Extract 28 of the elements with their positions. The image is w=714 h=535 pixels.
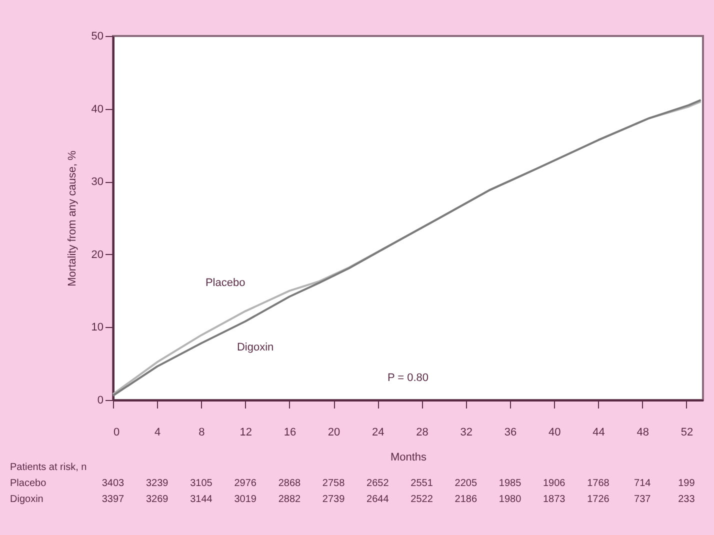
x-tick-label: 44 bbox=[592, 426, 605, 438]
text: Digoxin 3397 3269 3144 3019 2882 2739 2644 2522 2186 1980 1873 1726 737 233 bbox=[10, 494, 695, 505]
y-tick-label: 20 bbox=[91, 248, 104, 261]
x-tick-label: 20 bbox=[328, 426, 340, 438]
y-tick-label: 10 bbox=[91, 322, 104, 334]
x-tick-label: 24 bbox=[372, 426, 384, 438]
x-tick-label: 0 bbox=[114, 426, 120, 438]
x-tick-label: 4 bbox=[154, 426, 161, 438]
y-tick-label: 40 bbox=[91, 103, 104, 116]
text: Patients at risk, n bbox=[10, 462, 87, 473]
x-tick-label: 16 bbox=[284, 426, 296, 438]
y-tick-label: 30 bbox=[91, 176, 104, 188]
x-axis-title: Months bbox=[390, 452, 428, 464]
x-tick-label: 48 bbox=[636, 426, 649, 438]
y-tick-label: 50 bbox=[91, 30, 104, 42]
x-tick-label: 40 bbox=[548, 426, 561, 438]
annotation: P = 0.80 bbox=[387, 372, 429, 384]
x-tick-label: 32 bbox=[460, 426, 473, 438]
x-tick-label: 12 bbox=[240, 426, 252, 438]
series-label: Digoxin bbox=[236, 341, 274, 354]
x-tick-label: 28 bbox=[416, 426, 428, 438]
x-tick-label: 52 bbox=[680, 426, 694, 438]
text: Placebo 3403 3239 3105 2976 2868 2758 2652 2551 2205 1985 1906 1768 714 199 bbox=[10, 478, 695, 489]
y-tick-label: 0 bbox=[97, 394, 104, 406]
x-tick-label: 36 bbox=[504, 426, 517, 438]
y-axis-title: Mortality from any cause, % bbox=[66, 150, 78, 286]
series-label: Placebo bbox=[205, 277, 246, 290]
x-tick-label: 8 bbox=[198, 426, 205, 438]
